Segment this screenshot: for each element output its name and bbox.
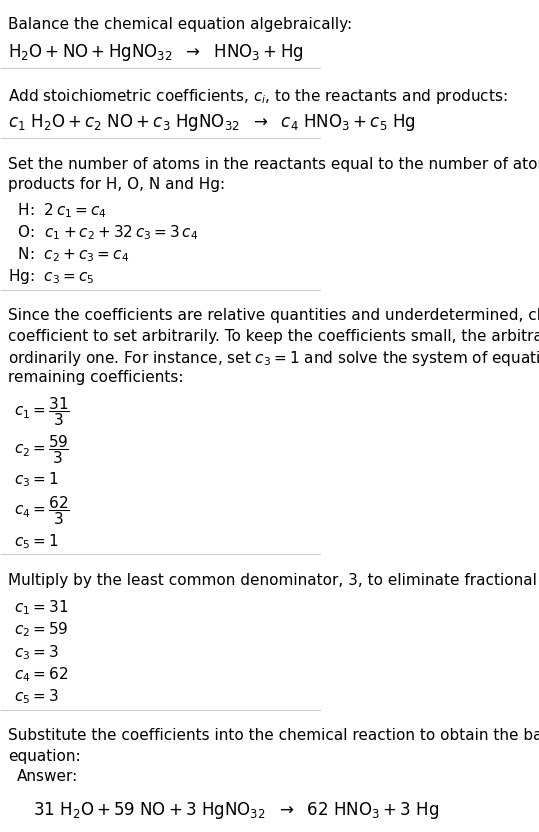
Text: $c_5 = 3$: $c_5 = 3$ (14, 687, 59, 706)
FancyBboxPatch shape (3, 756, 248, 832)
Text: H:  $2\,c_1 = c_4$: H: $2\,c_1 = c_4$ (8, 201, 107, 220)
Text: Add stoichiometric coefficients, $c_i$, to the reactants and products:: Add stoichiometric coefficients, $c_i$, … (8, 87, 507, 106)
Text: $c_1 = \dfrac{31}{3}$: $c_1 = \dfrac{31}{3}$ (14, 395, 70, 428)
Text: $c_3 = 1$: $c_3 = 1$ (14, 471, 59, 489)
Text: $\mathrm{H_2O + NO + HgNO_{32}}$  $\rightarrow$  $\mathrm{HNO_3 + Hg}$: $\mathrm{H_2O + NO + HgNO_{32}}$ $\right… (8, 42, 303, 63)
Text: ordinarily one. For instance, set $c_3 = 1$ and solve the system of equations fo: ordinarily one. For instance, set $c_3 =… (8, 349, 539, 369)
Text: equation:: equation: (8, 749, 80, 764)
Text: N:  $c_2 + c_3 = c_4$: N: $c_2 + c_3 = c_4$ (8, 245, 129, 264)
Text: $31\ \mathrm{H_2O} + 59\ \mathrm{NO} + 3\ \mathrm{HgNO_{32}}$  $\rightarrow$  $6: $31\ \mathrm{H_2O} + 59\ \mathrm{NO} + 3… (33, 800, 440, 821)
Text: Answer:: Answer: (17, 770, 79, 785)
Text: $c_3 = 3$: $c_3 = 3$ (14, 643, 59, 661)
Text: $c_2 = 59$: $c_2 = 59$ (14, 621, 68, 640)
Text: $c_2 = \dfrac{59}{3}$: $c_2 = \dfrac{59}{3}$ (14, 433, 69, 466)
Text: Balance the chemical equation algebraically:: Balance the chemical equation algebraica… (8, 17, 352, 32)
Text: Set the number of atoms in the reactants equal to the number of atoms in the: Set the number of atoms in the reactants… (8, 156, 539, 171)
Text: O:  $c_1 + c_2 + 32\,c_3 = 3\,c_4$: O: $c_1 + c_2 + 32\,c_3 = 3\,c_4$ (8, 223, 198, 242)
Text: $c_4 = 62$: $c_4 = 62$ (14, 665, 68, 684)
Text: $c_5 = 1$: $c_5 = 1$ (14, 532, 59, 551)
Text: $c_1\ \mathrm{H_2O} + c_2\ \mathrm{NO} + c_3\ \mathrm{HgNO_{32}}$  $\rightarrow$: $c_1\ \mathrm{H_2O} + c_2\ \mathrm{NO} +… (8, 112, 416, 133)
Text: remaining coefficients:: remaining coefficients: (8, 370, 183, 385)
Text: Hg:  $c_3 = c_5$: Hg: $c_3 = c_5$ (8, 268, 94, 286)
Text: products for H, O, N and Hg:: products for H, O, N and Hg: (8, 177, 225, 192)
Text: Since the coefficients are relative quantities and underdetermined, choose a: Since the coefficients are relative quan… (8, 309, 539, 324)
Text: coefficient to set arbitrarily. To keep the coefficients small, the arbitrary va: coefficient to set arbitrarily. To keep … (8, 329, 539, 344)
Text: Substitute the coefficients into the chemical reaction to obtain the balanced: Substitute the coefficients into the che… (8, 728, 539, 743)
Text: Multiply by the least common denominator, 3, to eliminate fractional coefficient: Multiply by the least common denominator… (8, 573, 539, 588)
Text: $c_1 = 31$: $c_1 = 31$ (14, 598, 68, 617)
Text: $c_4 = \dfrac{62}{3}$: $c_4 = \dfrac{62}{3}$ (14, 494, 70, 527)
